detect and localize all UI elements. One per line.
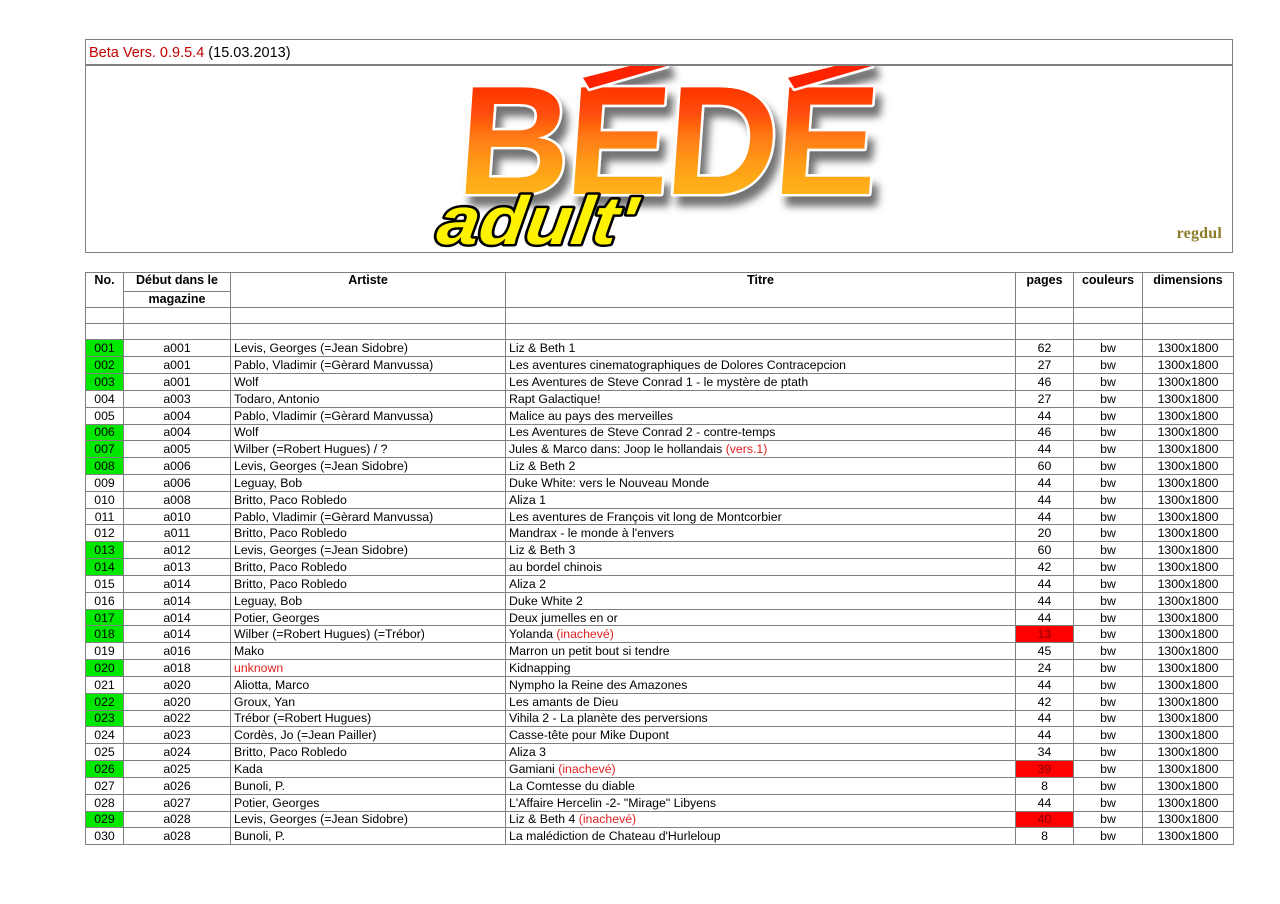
svg-text:adult': adult' [433, 183, 645, 253]
